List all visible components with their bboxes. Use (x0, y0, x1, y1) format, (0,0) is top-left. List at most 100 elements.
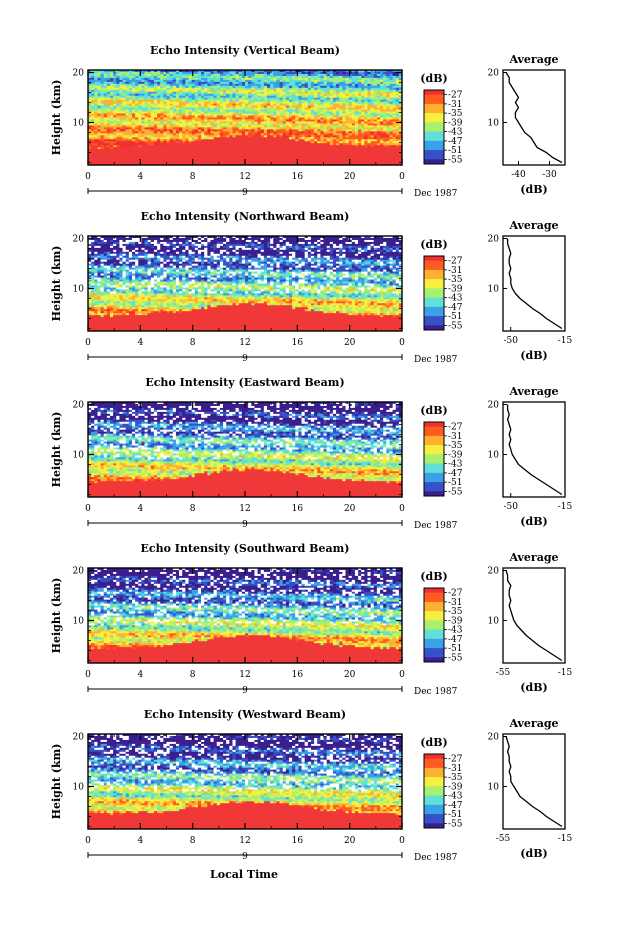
colorbar-frame (423, 255, 445, 331)
date-label: Dec 1987 (414, 853, 458, 863)
x-tick-label: 12 (239, 670, 250, 680)
x-tick-label: 0 (399, 338, 405, 348)
date-label: Dec 1987 (414, 521, 458, 531)
average-title: Average (508, 385, 558, 398)
colorbar-tick-label: -55 (448, 487, 463, 497)
colorbar-label: (dB) (420, 404, 447, 417)
colorbar-segment (424, 477, 444, 483)
colorbar-segment (424, 625, 444, 631)
y-axis-label: Height (km) (50, 744, 63, 820)
colorbar-segment (424, 260, 444, 266)
colorbar-tick-label: -27 (448, 257, 463, 267)
x-tick-label: 16 (292, 504, 304, 514)
average-y-tick-label: 20 (488, 401, 500, 411)
panel-title: Echo Intensity (Vertical Beam) (150, 44, 340, 57)
heatmap (88, 568, 402, 663)
colorbar-segment (424, 325, 444, 331)
average-y-tick-label: 20 (488, 567, 500, 577)
colorbar-segment (424, 634, 444, 640)
colorbar-segment (424, 150, 444, 156)
average-y-tick-label: 10 (488, 451, 500, 461)
date-label: Dec 1987 (414, 687, 458, 697)
colorbar-segment (424, 122, 444, 128)
colorbar-segment (424, 777, 444, 783)
colorbar-frame (423, 89, 445, 165)
colorbar-tick-label: -55 (448, 321, 463, 331)
y-tick-label: 10 (73, 119, 85, 129)
colorbar-segment (424, 818, 444, 824)
average-frame (502, 733, 566, 830)
colorbar-segment (424, 117, 444, 123)
y-tick-label: 10 (73, 783, 85, 793)
x-tick-label: 20 (344, 670, 356, 680)
colorbar-frame (423, 587, 445, 663)
colorbar-frame (423, 753, 445, 829)
colorbar-segment (424, 804, 444, 810)
colorbar-segment (424, 131, 444, 137)
colorbar-segment (424, 159, 444, 165)
colorbar-tick-label: -39 (448, 616, 463, 626)
colorbar-segment (424, 781, 444, 787)
colorbar-segment (424, 127, 444, 133)
colorbar-label: (dB) (420, 736, 447, 749)
colorbar-tick-label: -43 (448, 626, 463, 636)
y-axis-label: Height (km) (50, 80, 63, 156)
colorbar-segment (424, 426, 444, 432)
x-tick-label: 4 (137, 504, 143, 514)
colorbar-segment (424, 601, 444, 607)
colorbar-tick-label: -31 (448, 266, 463, 276)
average-x-label: (dB) (520, 847, 547, 860)
x-tick-label: 20 (344, 836, 356, 846)
average-title: Average (508, 717, 558, 730)
colorbar-tick-label: -47 (448, 635, 463, 645)
colorbar-segment (424, 597, 444, 603)
x-tick-label: 16 (292, 670, 304, 680)
colorbar-segment (424, 435, 444, 441)
colorbar-segment (424, 620, 444, 626)
x-tick-label: 12 (239, 172, 250, 182)
colorbar-tick-label: -31 (448, 100, 463, 110)
x-tick-label: 0 (399, 670, 405, 680)
y-axis-label: Height (km) (50, 246, 63, 322)
x-tick-label: 16 (292, 836, 304, 846)
colorbar-segment (424, 648, 444, 654)
heatmap (88, 236, 402, 331)
colorbar-segment (424, 99, 444, 105)
colorbar-segment (424, 491, 444, 497)
colorbar-segment (424, 767, 444, 773)
y-tick-label: 20 (73, 69, 85, 79)
x-tick-label: 8 (190, 670, 196, 680)
colorbar-tick-label: -55 (448, 155, 463, 165)
colorbar-tick-label: -43 (448, 128, 463, 138)
colorbar-segment (424, 302, 444, 308)
colorbar-tick-label: -47 (448, 137, 463, 147)
colorbar-segment (424, 311, 444, 317)
colorbar-segment (424, 459, 444, 465)
colorbar-tick-label: -43 (448, 294, 463, 304)
x-tick-label: 0 (85, 338, 91, 348)
colorbar-segment (424, 772, 444, 778)
colorbar-tick-label: -35 (448, 607, 463, 617)
average-y-tick-label: 20 (488, 69, 500, 79)
colorbar-segment (424, 445, 444, 451)
average-x-label: (dB) (520, 183, 547, 196)
colorbar-segment (424, 422, 444, 428)
y-tick-label: 10 (73, 285, 85, 295)
colorbar-tick-label: -39 (448, 118, 463, 128)
x-tick-label: 8 (190, 338, 196, 348)
colorbar-segment (424, 809, 444, 815)
colorbar-segment (424, 786, 444, 792)
colorbar-segment (424, 814, 444, 820)
y-tick-label: 10 (73, 451, 85, 461)
x-tick-label: 0 (85, 670, 91, 680)
x-tick-label: 12 (239, 504, 250, 514)
day-label: 9 (242, 852, 248, 862)
average-profile-line (505, 570, 563, 662)
x-tick-label: 12 (239, 836, 250, 846)
average-x-label: (dB) (520, 349, 547, 362)
average-title: Average (508, 551, 558, 564)
average-x-tick-label: -15 (558, 668, 573, 678)
colorbar-tick-label: -39 (448, 782, 463, 792)
average-x-tick-label: -15 (558, 834, 573, 844)
